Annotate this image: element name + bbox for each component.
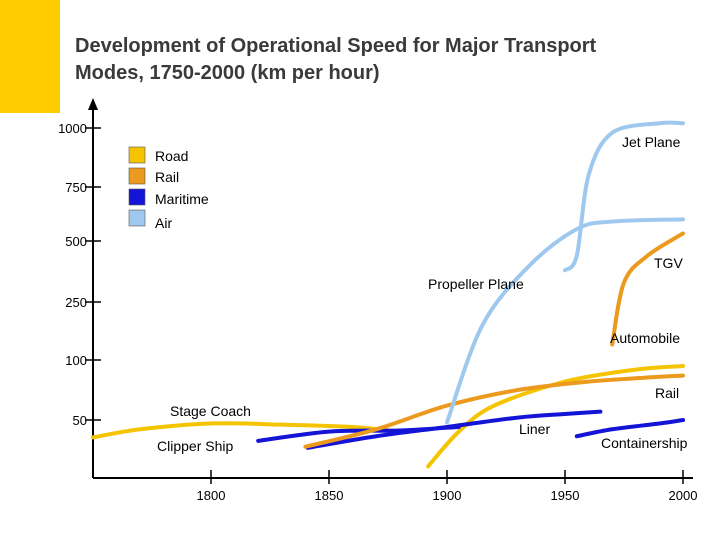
accent-bar (0, 0, 60, 113)
legend-label-rail: Rail (155, 169, 179, 185)
legend-swatch-rail (128, 167, 146, 185)
y-tick-label: 100 (65, 353, 87, 368)
legend-swatch-road (128, 146, 146, 164)
legend-label-maritime: Maritime (155, 191, 209, 207)
x-tick-label: 1950 (551, 488, 580, 503)
series-line-stage-coach (91, 421, 402, 440)
annotation-tgv: TGV (654, 255, 683, 271)
legend-label-road: Road (155, 148, 188, 164)
series-line-containership (574, 418, 685, 439)
series-line-liner (305, 409, 603, 450)
chart-title-line-2: Modes, 1750-2000 (km per hour) (75, 62, 380, 84)
x-tick-label: 2000 (669, 488, 698, 503)
annotation-automobile: Automobile (610, 330, 680, 346)
series-line-rail (303, 373, 685, 449)
y-tick-label: 50 (73, 413, 87, 428)
side-panel (0, 113, 60, 540)
x-tick-label: 1900 (433, 488, 462, 503)
annotation-containership: Containership (601, 435, 688, 451)
y-tick-label: 750 (65, 180, 87, 195)
y-tick-label: 250 (65, 295, 87, 310)
annotation-propeller-plane: Propeller Plane (428, 276, 524, 292)
annotation-clipper-ship: Clipper Ship (157, 438, 233, 454)
annotation-liner: Liner (519, 421, 550, 437)
series-line-tgv (610, 231, 685, 347)
y-tick-label: 500 (65, 234, 87, 249)
y-tick-label: 1000 (58, 121, 87, 136)
annotation-rail: Rail (655, 385, 679, 401)
legend-swatch-maritime (128, 188, 146, 206)
series-line-jet-plane (563, 120, 685, 273)
series-line-propeller-plane (445, 217, 685, 425)
annotation-jet-plane: Jet Plane (622, 134, 681, 150)
y-axis-arrow (88, 98, 98, 110)
chart-title-line-1: Development of Operational Speed for Maj… (75, 35, 597, 57)
series-line-automobile (426, 364, 685, 469)
legend-label-air: Air (155, 215, 172, 231)
annotation-stage-coach: Stage Coach (170, 403, 251, 419)
x-tick-label: 1850 (315, 488, 344, 503)
chart-title: Development of Operational Speed for Maj… (75, 33, 715, 87)
x-tick-label: 1800 (197, 488, 226, 503)
legend-swatch-air (128, 209, 146, 227)
